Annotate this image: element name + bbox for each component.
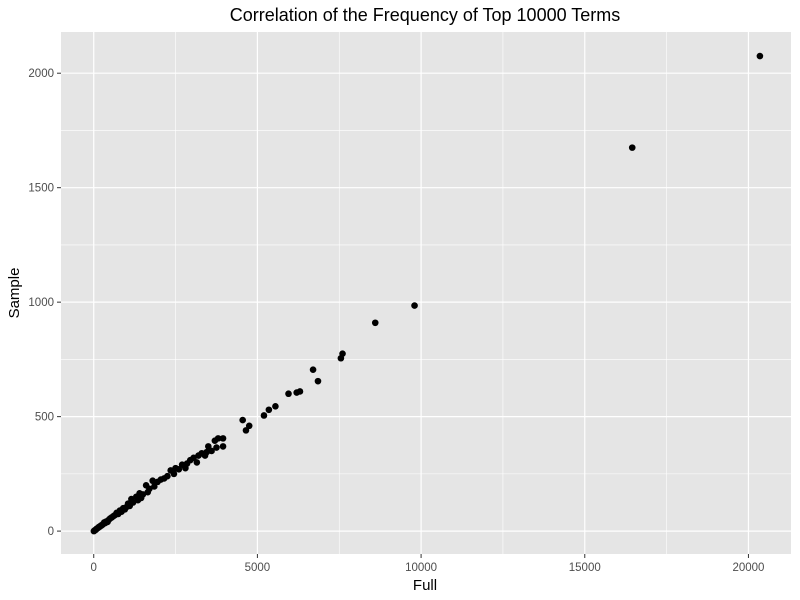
data-point [132,493,140,501]
x-tick-label: 15000 [569,562,601,574]
data-point [293,389,300,396]
data-point [128,495,135,503]
data-point [142,482,150,489]
y-tick-label: 1500 [28,183,54,195]
x-tick-label: 20000 [732,562,764,574]
data-point [205,443,212,450]
data-point [242,427,250,434]
data-point [628,144,636,151]
data-point [309,366,317,373]
chart-title: Correlation of the Frequency of Top 1000… [230,5,621,25]
minor-gridlines [61,32,791,554]
data-point [167,467,174,474]
data-point [149,477,156,485]
y-axis-ticks: 0 500 1000 1500 2000 [28,68,61,538]
data-point [90,527,98,535]
data-point [265,406,273,414]
data-point [239,416,246,424]
data-point [150,483,158,490]
y-tick-label: 1000 [28,297,54,309]
data-point [314,377,322,385]
y-tick-label: 2000 [28,68,54,80]
data-point [411,302,418,309]
y-axis-title: Sample [6,268,23,319]
data-point [195,452,202,459]
x-axis-title: Full [413,577,437,594]
data-point [172,464,179,472]
data-point [371,319,379,327]
data-point [272,403,279,410]
data-point [211,437,219,444]
data-point [178,461,186,469]
x-tick-label: 10000 [405,562,437,574]
data-point [193,459,201,466]
major-gridlines [61,32,791,554]
y-tick-label: 0 [48,526,54,538]
x-tick-label: 5000 [245,562,271,574]
x-axis-ticks: 0 5000 10000 15000 20000 [91,554,764,574]
data-point [219,435,227,442]
data-point [285,390,292,398]
data-points [90,52,764,535]
data-point [756,52,764,60]
data-point [260,412,268,419]
data-point [213,444,220,451]
data-point [219,443,227,450]
x-tick-label: 0 [91,562,97,574]
data-point [245,422,253,430]
data-point [144,488,152,496]
y-tick-label: 500 [35,412,54,424]
data-point [337,354,345,362]
